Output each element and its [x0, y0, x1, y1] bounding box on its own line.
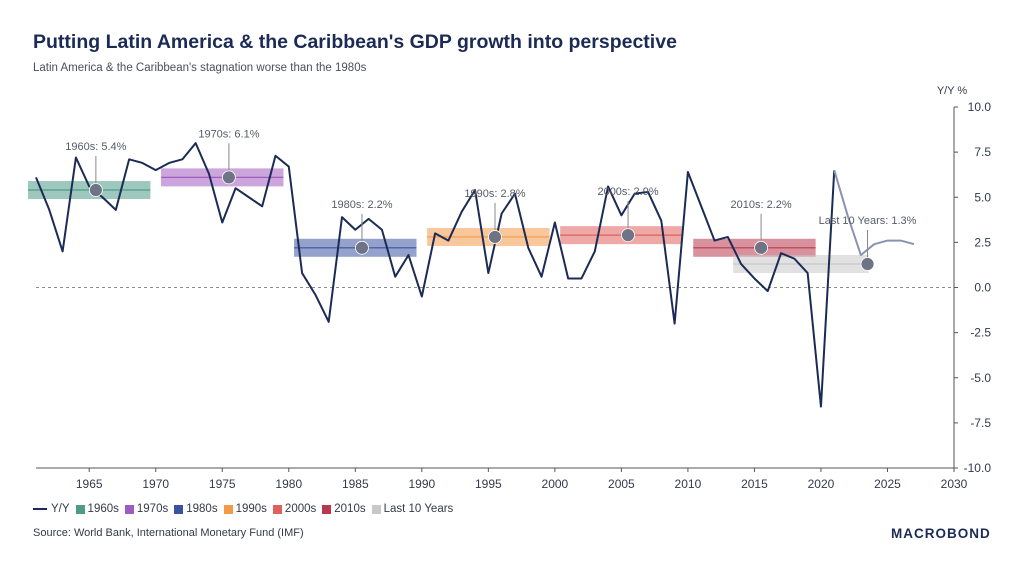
- legend-item: 2010s: [322, 503, 366, 515]
- series-line-yy: [35, 142, 836, 408]
- x-tick-label: 2030: [941, 477, 968, 491]
- marker-2010s: [754, 240, 768, 255]
- gdp-growth-chart: 1960s: 5.4% 1970s: 6.1% 1980s: 2.2% 1990s: …: [28, 85, 992, 491]
- y-tick-label: -2.5: [970, 326, 991, 340]
- marker-1990s: [488, 230, 502, 244]
- legend-label: Last 10 Years: [383, 503, 454, 515]
- series-line-projection: [833, 169, 915, 257]
- callout-label-1960s: 1960s: 5.4%: [65, 141, 126, 153]
- legend-item: 2000s: [272, 503, 317, 515]
- legend-label: 1970s: [136, 503, 169, 515]
- marker-1960s: [88, 183, 103, 197]
- marker-2000s: [621, 228, 635, 243]
- x-tick-label: 2010: [675, 477, 702, 491]
- x-tick-label: 2005: [608, 477, 635, 491]
- legend-item: Y/Y: [33, 503, 70, 515]
- x-tick-label: 1970: [142, 477, 169, 491]
- legend-label: Y/Y: [51, 503, 70, 515]
- x-tick-label: 1980: [275, 477, 302, 491]
- y-unit-label: Y/Y %: [937, 85, 968, 97]
- legend-swatch: [33, 508, 47, 510]
- legend-item: 1980s: [174, 503, 218, 515]
- legend-swatch: [174, 504, 184, 514]
- y-tick-label: 7.5: [974, 145, 991, 159]
- source-note: Source: World Bank, International Moneta…: [33, 527, 304, 539]
- legend-swatch: [75, 504, 85, 514]
- legend-swatch: [371, 504, 381, 514]
- y-tick-label: 2.5: [974, 235, 991, 249]
- marker-last-10-years: [860, 257, 875, 271]
- chart-title: Putting Latin America & the Caribbean's …: [33, 31, 677, 53]
- y-tick-label: -5.0: [970, 371, 991, 385]
- x-tick-label: 1965: [76, 477, 103, 491]
- legend-label: 1980s: [186, 503, 218, 515]
- x-tick-label: 1985: [342, 477, 369, 491]
- y-tick-label: 0.0: [974, 281, 991, 295]
- legend-item: 1970s: [124, 503, 169, 515]
- callout-label-1990s: 1990s: 2.8%: [464, 188, 525, 200]
- x-tick-label: 2000: [542, 477, 569, 491]
- callout-label-last-10-years: Last 10 Years: 1.3%: [819, 215, 917, 227]
- legend-item: 1960s: [75, 503, 119, 515]
- legend-label: 2000s: [284, 503, 317, 515]
- x-tick-label: 2025: [874, 477, 901, 491]
- y-tick-label: -7.5: [970, 416, 991, 430]
- y-tick-label: -10.0: [964, 461, 992, 475]
- y-tick-label: 5.0: [974, 190, 991, 204]
- legend-swatch: [272, 504, 282, 514]
- marker-1970s: [222, 170, 236, 185]
- x-tick-label: 1995: [475, 477, 502, 491]
- chart-legend: Y/Y 1960s 1970s 1980s 1990s 2000s 2010s Last 10…: [33, 503, 459, 515]
- legend-item: Last 10 Years: [371, 503, 454, 515]
- callout-label-1980s: 1980s: 2.2%: [331, 199, 392, 211]
- legend-label: 1990s: [235, 503, 267, 515]
- y-tick-label: 10.0: [968, 100, 992, 114]
- x-tick-label: 1990: [408, 477, 435, 491]
- x-tick-label: 1975: [209, 477, 236, 491]
- legend-item: 1990s: [223, 503, 267, 515]
- callout-label-1970s: 1970s: 6.1%: [198, 128, 259, 140]
- callout-label-2010s: 2010s: 2.2%: [731, 199, 792, 211]
- marker-1980s: [355, 240, 369, 255]
- x-tick-label: 2020: [808, 477, 835, 491]
- chart-subtitle: Latin America & the Caribbean's stagnati…: [33, 62, 367, 74]
- legend-label: 2010s: [334, 503, 366, 515]
- legend-label: 1960s: [87, 503, 119, 515]
- macrobond-logo: MACROBOND: [891, 526, 991, 541]
- callout-label-2000s: 2000s: 2.9%: [597, 186, 658, 198]
- legend-swatch: [322, 504, 332, 514]
- legend-swatch: [223, 504, 233, 514]
- x-tick-label: 2015: [741, 477, 768, 491]
- legend-swatch: [124, 504, 134, 514]
